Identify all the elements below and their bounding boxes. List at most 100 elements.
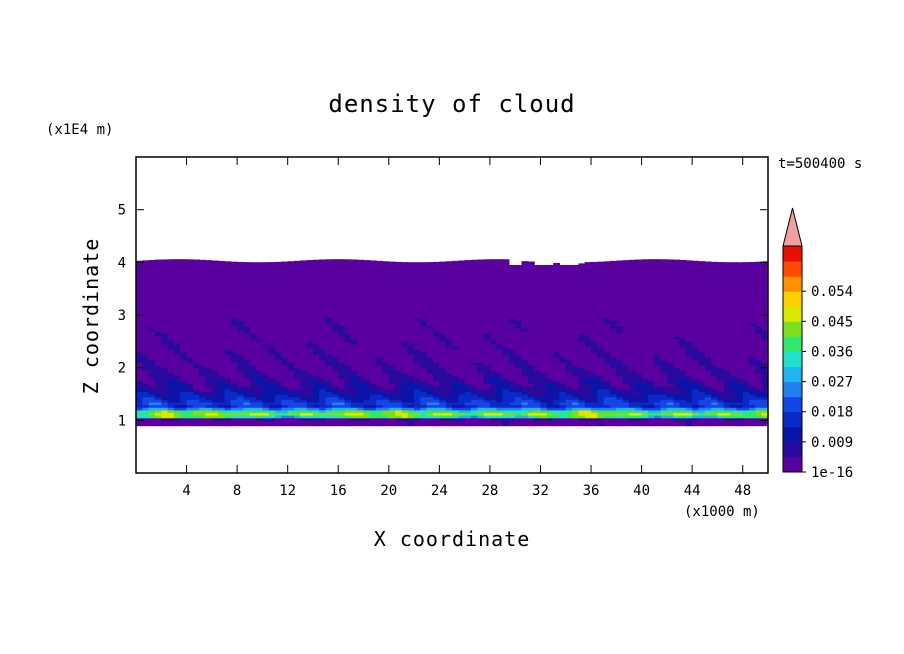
density-cell bbox=[597, 388, 605, 392]
density-cell bbox=[136, 288, 143, 292]
density-cell bbox=[565, 362, 573, 366]
density-cell bbox=[180, 309, 188, 313]
density-cell bbox=[603, 394, 611, 398]
density-cell bbox=[470, 372, 478, 377]
density-cell bbox=[565, 359, 573, 363]
density-cell bbox=[205, 354, 213, 358]
density-cell bbox=[312, 322, 320, 327]
density-cell bbox=[192, 278, 200, 282]
density-cell bbox=[256, 317, 263, 321]
density-cell bbox=[603, 307, 611, 311]
density-cell bbox=[420, 394, 428, 398]
density-cell bbox=[559, 354, 567, 358]
density-cell bbox=[363, 309, 371, 313]
density-cell bbox=[237, 286, 245, 290]
density-cell bbox=[565, 286, 573, 290]
density-cell bbox=[433, 412, 440, 416]
density-cell bbox=[496, 383, 504, 387]
density-cell bbox=[350, 417, 358, 421]
density-cell bbox=[262, 283, 270, 287]
density-cell bbox=[376, 409, 384, 414]
density-cell bbox=[597, 283, 605, 287]
density-cell bbox=[186, 330, 194, 335]
density-cell bbox=[319, 267, 327, 271]
density-cell bbox=[173, 420, 181, 424]
density-cell bbox=[331, 272, 339, 277]
density-cell bbox=[477, 291, 485, 295]
density-cell bbox=[376, 412, 384, 416]
density-cell bbox=[167, 388, 175, 392]
density-cell bbox=[218, 286, 226, 290]
density-cell bbox=[470, 309, 478, 313]
density-cell bbox=[433, 341, 440, 345]
density-cell bbox=[268, 286, 276, 290]
density-cell bbox=[350, 354, 358, 358]
density-cell bbox=[306, 267, 314, 271]
density-cell bbox=[591, 401, 598, 406]
density-cell bbox=[521, 312, 529, 316]
density-cell bbox=[464, 407, 472, 411]
density-cell bbox=[464, 367, 472, 371]
density-cell bbox=[553, 307, 561, 311]
density-cell bbox=[628, 272, 636, 277]
density-cell bbox=[205, 341, 213, 345]
density-cell bbox=[218, 372, 226, 377]
density-cell bbox=[401, 343, 409, 348]
density-cell bbox=[395, 399, 403, 403]
density-cell bbox=[610, 325, 617, 329]
density-cell bbox=[148, 315, 156, 319]
density-cell bbox=[312, 262, 320, 266]
density-cell bbox=[622, 417, 630, 421]
density-cell bbox=[350, 388, 358, 392]
density-cell bbox=[230, 278, 238, 282]
density-cell bbox=[382, 375, 390, 379]
density-cell bbox=[256, 375, 263, 379]
density-cell bbox=[458, 370, 466, 374]
density-cell bbox=[591, 320, 598, 324]
density-cell bbox=[281, 367, 289, 371]
density-cell bbox=[464, 317, 472, 321]
density-cell bbox=[464, 270, 472, 274]
density-cell bbox=[477, 362, 485, 366]
density-cell bbox=[628, 391, 636, 395]
density-cell bbox=[256, 322, 263, 327]
density-cell bbox=[312, 420, 320, 424]
density-cell bbox=[205, 270, 213, 274]
density-cell bbox=[186, 275, 194, 279]
density-cell bbox=[287, 367, 295, 371]
density-cell bbox=[496, 309, 504, 313]
density-cell bbox=[376, 312, 384, 316]
density-cell bbox=[420, 328, 428, 332]
density-cell bbox=[306, 283, 314, 287]
density-cell bbox=[470, 359, 478, 363]
density-cell bbox=[173, 394, 181, 398]
density-cell bbox=[312, 328, 320, 332]
density-cell bbox=[515, 307, 523, 311]
density-cell bbox=[243, 394, 251, 398]
density-cell bbox=[294, 286, 301, 290]
density-cell bbox=[287, 359, 295, 363]
density-cell bbox=[218, 407, 226, 411]
density-cell bbox=[464, 325, 472, 329]
density-cell bbox=[161, 315, 169, 319]
density-cell bbox=[540, 383, 548, 387]
density-cell bbox=[148, 293, 156, 298]
density-cell bbox=[306, 359, 314, 363]
density-cell bbox=[173, 346, 181, 350]
density-cell bbox=[489, 338, 497, 342]
density-cell bbox=[628, 407, 636, 411]
density-cell bbox=[148, 280, 156, 284]
density-cell bbox=[344, 301, 352, 306]
density-cell bbox=[489, 346, 497, 350]
density-cell bbox=[300, 288, 308, 292]
density-cell bbox=[319, 378, 327, 382]
density-cell bbox=[306, 415, 314, 419]
density-cell bbox=[369, 415, 377, 419]
density-cell bbox=[527, 288, 535, 292]
density-cell bbox=[192, 422, 200, 427]
density-cell bbox=[167, 275, 175, 279]
density-cell bbox=[218, 420, 226, 424]
density-cell bbox=[502, 309, 510, 313]
density-cell bbox=[527, 270, 535, 274]
density-cell bbox=[439, 372, 447, 377]
